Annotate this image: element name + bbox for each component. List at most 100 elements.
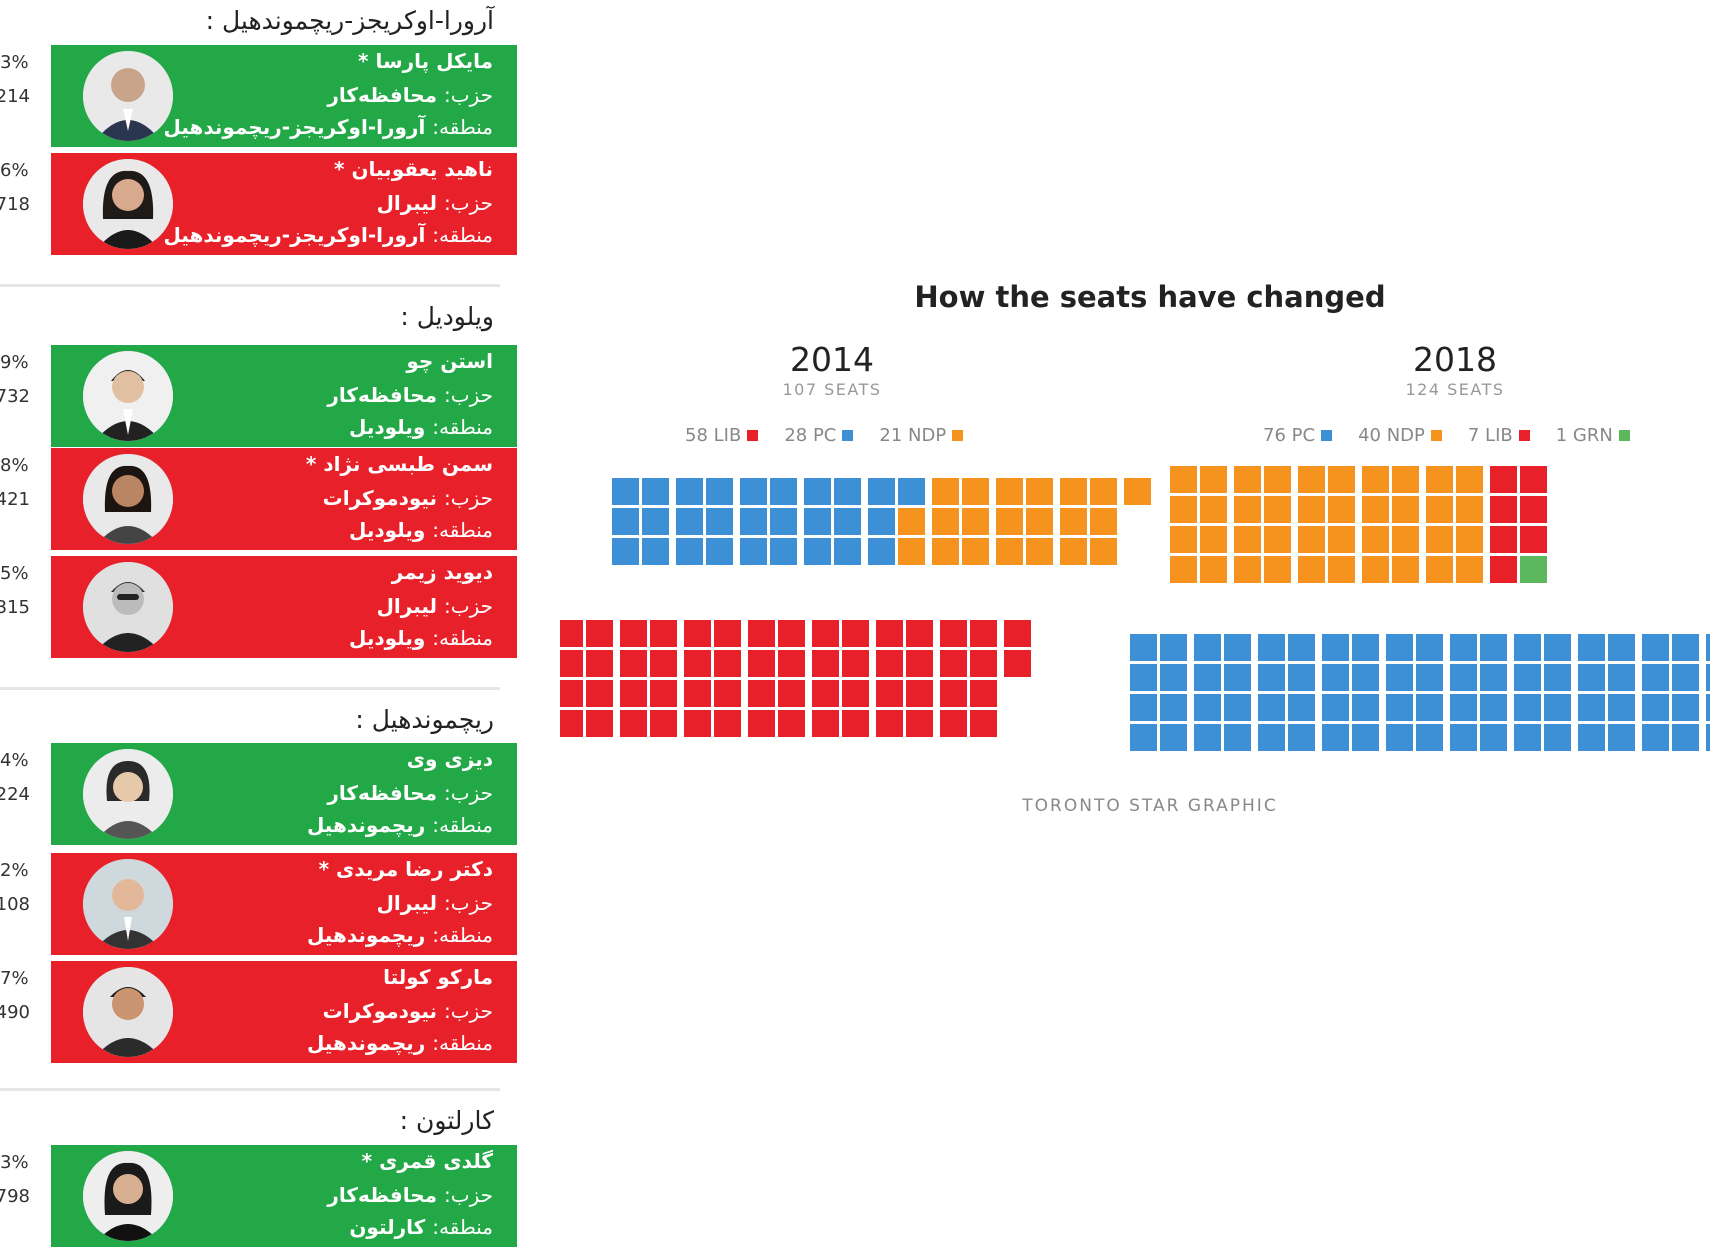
legend-item: 58 LIB xyxy=(685,425,759,446)
seat-ndp-upper xyxy=(996,478,1023,505)
seat-ndp-upper xyxy=(1264,526,1291,553)
region-label: منطقه: xyxy=(432,1031,493,1055)
seat-lib-lower xyxy=(812,620,839,647)
candidate-card[interactable]: گلدی قمری * حزب: محافظه‌کار منطقه: کارلت… xyxy=(51,1145,517,1247)
seat-pc-lower xyxy=(1288,634,1315,661)
seat-ndp-upper xyxy=(1090,538,1117,565)
seat-ndp-upper xyxy=(1200,466,1227,493)
seat-pc-lower xyxy=(1386,664,1413,691)
seat-ndp-upper xyxy=(1456,526,1483,553)
seat-ndp-upper xyxy=(962,538,989,565)
seat-ndp-upper xyxy=(1456,496,1483,523)
candidate-region-line: منطقه: ویلودیل xyxy=(349,415,493,439)
candidate-party: نیودموکرات xyxy=(322,486,438,510)
candidate-card[interactable]: استن چو حزب: محافظه‌کار منطقه: ویلودیل xyxy=(51,345,517,447)
candidate-party: لیبرال xyxy=(376,191,438,215)
seat-ndp-upper xyxy=(932,508,959,535)
seat-pc-lower xyxy=(1322,634,1349,661)
candidate-region: ریچموندهیل xyxy=(306,1031,426,1055)
candidate-card[interactable]: دیوید زیمر حزب: لیبرال منطقه: ویلودیل xyxy=(51,556,517,658)
vote-count: 798 xyxy=(0,1186,30,1207)
seat-lib-lower xyxy=(940,620,967,647)
seat-pc-lower xyxy=(1258,664,1285,691)
seat-lib-lower xyxy=(620,680,647,707)
seat-lib-lower xyxy=(748,620,775,647)
vote-count: 718 xyxy=(0,194,30,215)
seat-lib-lower xyxy=(586,650,613,677)
seat-ndp-upper xyxy=(1264,556,1291,583)
seat-ndp-upper xyxy=(996,538,1023,565)
seat-ndp-upper xyxy=(1060,478,1087,505)
legend-swatch xyxy=(1430,430,1442,441)
candidate-card[interactable]: دکتر رضا مریدی * حزب: لیبرال منطقه: ریچم… xyxy=(51,853,517,955)
vote-count: 224 xyxy=(0,784,30,805)
seat-pc-lower xyxy=(1514,664,1541,691)
seat-pc-lower xyxy=(1160,664,1187,691)
seat-ndp-upper xyxy=(1426,466,1453,493)
seat-ndp-upper xyxy=(1298,466,1325,493)
candidate-card[interactable]: دیزی وی حزب: محافظه‌کار منطقه: ریچموندهی… xyxy=(51,743,517,845)
candidate-name: دیزی وی xyxy=(406,747,493,771)
seat-pc-lower xyxy=(1416,694,1443,721)
seat-pc-lower xyxy=(1706,664,1710,691)
legend-2014: 58 LIB 28 PC 21 NDP xyxy=(685,425,964,446)
legend-item: 21 NDP xyxy=(879,425,964,446)
candidate-name: دکتر رضا مریدی * xyxy=(318,857,493,881)
seat-lib-lower xyxy=(650,650,677,677)
vote-percent: 3% xyxy=(0,1152,29,1173)
seat-lib-upper xyxy=(1490,556,1517,583)
seat-lib-lower xyxy=(684,650,711,677)
seat-lib-lower xyxy=(906,680,933,707)
party-label: حزب: xyxy=(444,383,493,407)
candidate-card[interactable]: سمن طبسی نژاد * حزب: نیودموکرات منطقه: و… xyxy=(51,448,517,550)
candidate-party: نیودموکرات xyxy=(322,999,438,1023)
candidate-card[interactable]: مایکل پارسا * حزب: محافظه‌کار منطقه: آرو… xyxy=(51,45,517,147)
seat-lib-lower xyxy=(812,650,839,677)
candidate-card[interactable]: مارکو کولتا حزب: نیودموکرات منطقه: ریچمو… xyxy=(51,961,517,1063)
seat-ndp-upper xyxy=(1328,556,1355,583)
seat-pc-lower xyxy=(1160,694,1187,721)
seat-lib-lower xyxy=(684,710,711,737)
panel-year-2014: 2014 xyxy=(790,340,874,379)
seat-ndp-upper xyxy=(1362,496,1389,523)
candidate-region-line: منطقه: کارلتون xyxy=(349,1215,493,1239)
seat-pc-lower xyxy=(1352,634,1379,661)
region-label: منطقه: xyxy=(432,223,493,247)
candidate-region-line: منطقه: ریچموندهیل xyxy=(307,813,493,837)
seat-lib-lower xyxy=(650,620,677,647)
candidate-region-line: منطقه: ریچموندهیل xyxy=(307,1031,493,1055)
seat-pc-lower xyxy=(1416,634,1443,661)
candidate-party: لیبرال xyxy=(376,891,438,915)
seat-pc-lower xyxy=(1642,694,1669,721)
candidate-party-line: حزب: لیبرال xyxy=(377,594,493,618)
seat-lib-lower xyxy=(620,710,647,737)
seat-ndp-upper xyxy=(1090,478,1117,505)
seat-lib-lower xyxy=(906,620,933,647)
seat-pc-lower xyxy=(1322,694,1349,721)
waffle-panel-2018 xyxy=(1130,466,1710,751)
seat-pc-upper xyxy=(676,508,703,535)
seat-pc-upper xyxy=(868,478,895,505)
seat-pc-lower xyxy=(1416,724,1443,751)
seat-ndp-upper xyxy=(1456,466,1483,493)
seat-lib-upper xyxy=(1520,526,1547,553)
seat-pc-lower xyxy=(1160,634,1187,661)
region-label: منطقه: xyxy=(432,626,493,650)
candidate-region-line: منطقه: ویلودیل xyxy=(349,518,493,542)
seat-pc-lower xyxy=(1450,634,1477,661)
seat-ndp-upper xyxy=(1298,526,1325,553)
seat-lib-lower xyxy=(906,710,933,737)
seat-lib-lower xyxy=(1004,620,1031,647)
vote-percent: 7% xyxy=(0,968,29,989)
legend-label: 76 PC xyxy=(1263,425,1316,446)
seat-pc-lower xyxy=(1194,664,1221,691)
candidate-region-line: منطقه: ریچموندهیل xyxy=(307,923,493,947)
seat-pc-upper xyxy=(706,478,733,505)
seat-pc-upper xyxy=(834,478,861,505)
section-divider xyxy=(0,1088,500,1091)
seat-ndp-upper xyxy=(1170,496,1197,523)
candidate-card[interactable]: ناهید یعقوبیان * حزب: لیبرال منطقه: آرور… xyxy=(51,153,517,255)
seat-pc-lower xyxy=(1450,724,1477,751)
seat-lib-lower xyxy=(560,620,583,647)
seat-pc-upper xyxy=(740,508,767,535)
